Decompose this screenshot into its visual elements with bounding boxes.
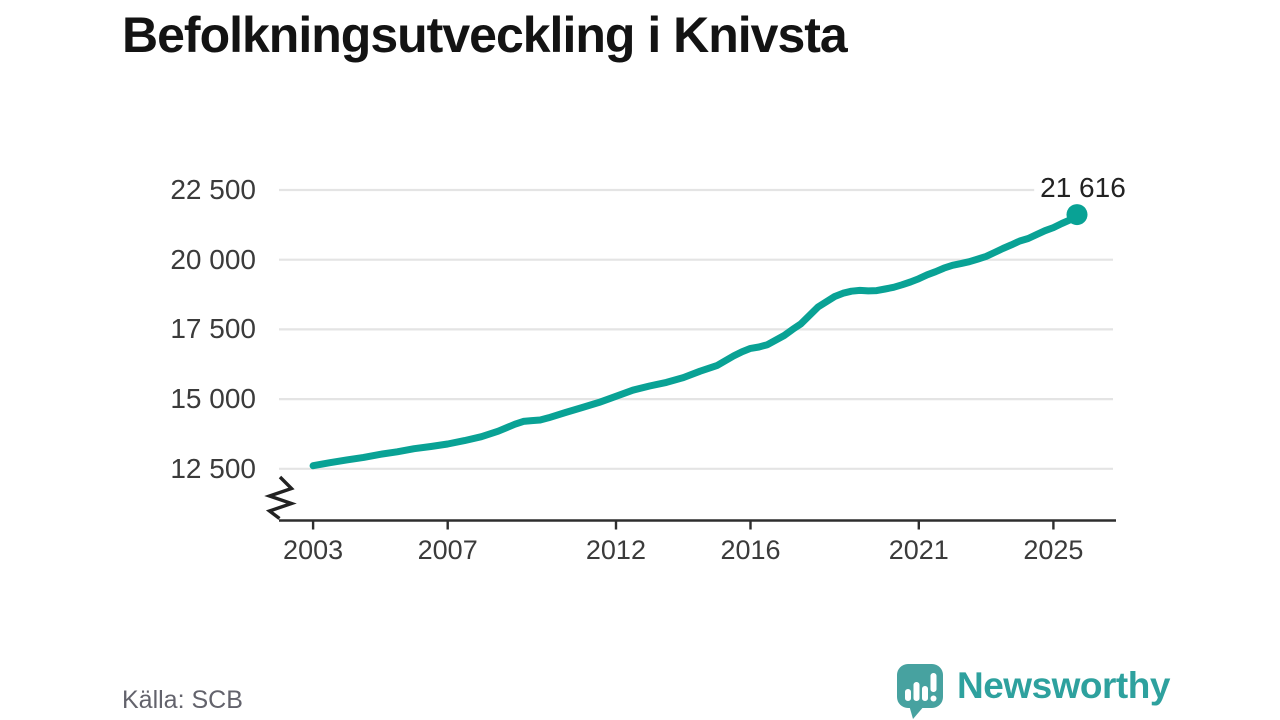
y-tick-label: 15 000 (170, 383, 256, 415)
population-line (309, 211, 1081, 470)
speech-bubble-bar-chart-icon (897, 664, 943, 719)
logo-wordmark: Newsworthy (957, 665, 1170, 706)
y-tick-label: 12 500 (170, 452, 256, 484)
x-tick-label: 2021 (888, 535, 949, 565)
source-label: Källa: SCB (122, 686, 243, 714)
end-value-label: 21 616 (1034, 172, 1132, 204)
axis-break-icon (264, 475, 297, 520)
x-tick-label: 2025 (1023, 535, 1084, 565)
x-tick-label: 2003 (283, 535, 344, 565)
chart-title: Befolkningsutveckling i Knivsta (122, 7, 848, 63)
y-tick-label: 20 000 (170, 243, 256, 275)
x-tick-label: 2016 (720, 535, 781, 565)
end-point-dot (1066, 204, 1088, 226)
y-tick-label: 22 500 (170, 174, 256, 205)
x-tick-label: 2007 (417, 535, 478, 565)
x-tick-label: 2012 (585, 535, 646, 565)
y-tick-label: 17 500 (170, 313, 256, 345)
newsworthy-logo: Newsworthy (896, 662, 1170, 719)
